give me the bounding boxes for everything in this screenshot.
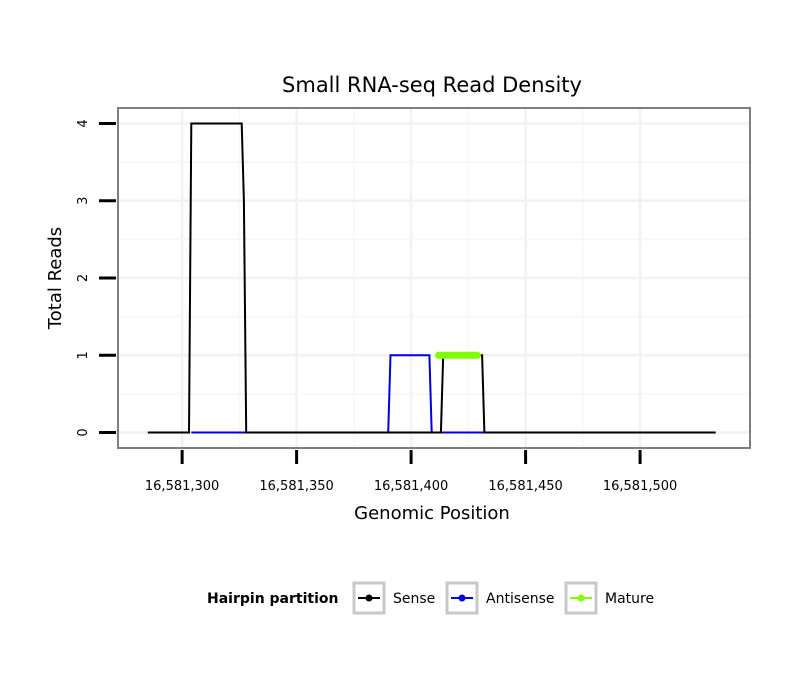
x-tick-label: 16,581,500 [603,479,677,494]
legend-item-label: Sense [393,591,435,607]
legend-item-label: Antisense [486,591,555,607]
x-tick-label: 16,581,300 [145,479,219,494]
legend-item-label: Mature [605,591,654,607]
y-tick-label: 3 [76,197,91,205]
series-sense-line [147,122,716,434]
y-tick-label: 4 [76,119,91,127]
legend: Hairpin partition Sense Antisense Mature [207,581,654,615]
x-axis-ticks: 16,581,300 16,581,350 16,581,400 16,581,450… [145,450,677,494]
chart-title: Small RNA-seq Read Density [282,73,582,97]
legend-key-point [365,594,373,602]
legend-item-sense: Sense [352,581,435,615]
legend-item-antisense: Antisense [445,581,555,615]
legend-key-point [458,594,466,602]
x-axis-title: Genomic Position [354,503,510,524]
x-tick-label: 16,581,350 [259,479,333,494]
data-series [147,122,716,434]
legend-item-mature: Mature [564,581,654,615]
y-tick-label: 1 [76,351,91,359]
y-tick-label: 0 [76,428,91,436]
x-tick-label: 16,581,400 [374,479,448,494]
y-axis-ticks: 0 1 2 3 4 [76,119,116,437]
x-tick-label: 16,581,450 [488,479,562,494]
legend-title: Hairpin partition [207,591,338,607]
legend-key-point [577,594,585,602]
y-axis-title: Total Reads [45,227,66,330]
y-tick-label: 2 [76,274,91,282]
